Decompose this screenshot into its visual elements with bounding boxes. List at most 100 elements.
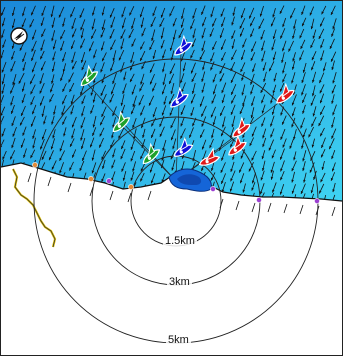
wind-arrow [181,194,186,201]
wind-arrow-head [291,66,295,70]
wind-arrow-head [272,90,276,94]
wind-arrow-head [322,68,326,72]
wind-arrow-head [163,101,167,105]
wind-arrow-head [32,36,35,40]
shore-wind-arrow [127,192,132,203]
wind-arrow-head [159,23,163,27]
wind-arrow-head [332,26,335,30]
wind-arrow-head [41,13,44,16]
wind-arrow-head [140,178,143,182]
wind-arrow-head [101,113,104,117]
wind-arrow-head [180,16,184,20]
wind-arrow-head [150,180,154,184]
wind-arrow [31,171,37,182]
ring-label-2: 3km [167,276,192,288]
wind-arrow-head [309,169,313,173]
wind-arrow-head [81,190,84,194]
wind-arrow-head [241,77,244,81]
wind-arrow-head [19,47,23,51]
wind-arrow-head [330,177,334,181]
wind-arrow-head [41,67,44,71]
wind-arrow-head [190,70,194,74]
wind-arrow-head [51,179,54,183]
wind-arrow-head [322,203,325,206]
wind-arrow-head [190,55,193,59]
wind-arrow-head [52,135,55,139]
wind-arrow-head [10,90,13,94]
wind-arrow-head [302,134,306,138]
wind-arrow-head [211,177,214,181]
wind-arrow-head [30,123,34,127]
wind-arrow-head [202,67,205,71]
wind-arrow-head [312,35,316,39]
wind-arrow-head [269,200,272,201]
wind-arrow-head [262,144,265,148]
compass-icon[interactable] [10,27,28,45]
wind-arrow-head [211,135,214,139]
wind-arrow-head [279,10,283,14]
wind-arrow-head [192,123,195,127]
wind-arrow-head [140,58,143,62]
wind-arrow-head [219,78,223,82]
wind-arrow-head [21,88,25,92]
wind-arrow-head [60,178,64,182]
wind-arrow-head [130,79,133,83]
wind-arrow-head [310,45,313,49]
wind-arrow-head [280,168,283,172]
wind-arrow-head [100,34,104,38]
wind-arrow-head [300,200,304,201]
wind-arrow-head [130,177,134,181]
wind-arrow-head [10,102,13,106]
wind-arrow [1,115,5,126]
wind-arrow-head [100,69,103,73]
wind-arrow-head [302,69,306,73]
wind-arrow-head [10,110,14,114]
wind-arrow-head [300,46,303,50]
wind-arrow-head [280,136,283,140]
wind-arrow-head [221,157,224,161]
wind-arrow-head [172,37,176,41]
wind-arrow-head [330,11,334,15]
wind-arrow-head [21,112,24,116]
wind-arrow-head [239,33,243,37]
wind-arrow-head [289,145,292,149]
wind-arrow-head [23,154,26,158]
wind-arrow-head [288,48,291,52]
wind-arrow-head [170,137,174,141]
wind-arrow-head [300,125,303,129]
wind-arrow-head [251,103,254,107]
wind-arrow-head [200,200,203,201]
wind-arrow-head [41,113,45,117]
wind-arrow-head [201,146,205,150]
wind-arrow-head [291,113,295,117]
wind-arrow-head [230,111,234,115]
wind-arrow-head [319,100,323,104]
wind-arrow-head [102,166,105,170]
wind-arrow-head [318,35,322,39]
wind-arrow-head [122,177,126,181]
wind-arrow-head [282,70,285,74]
wind-arrow-head [320,111,323,115]
wind-arrow-head [118,57,122,61]
wind-arrow-head [132,168,135,172]
wind-arrow-head [311,93,315,97]
wind-arrow-head [131,91,135,95]
wind-arrow-head [1,90,5,94]
wind-arrow-head [151,38,154,42]
wind-arrow-head [70,179,74,183]
wind-arrow-head [251,187,254,191]
wind-arrow-head [152,13,155,17]
wind-arrow-head [199,103,203,107]
wind-arrow-head [20,122,23,126]
wind-arrow-head [59,148,63,152]
wind-arrow-head [309,12,313,16]
wind-arrow-head [93,80,96,84]
wind-arrow-head [141,33,145,37]
wind-arrow-head [180,111,184,115]
wind-arrow-head [40,56,43,60]
beach-track-edge [12,168,56,248]
wind-arrow-head [131,43,135,47]
wind-arrow-head [250,115,254,119]
